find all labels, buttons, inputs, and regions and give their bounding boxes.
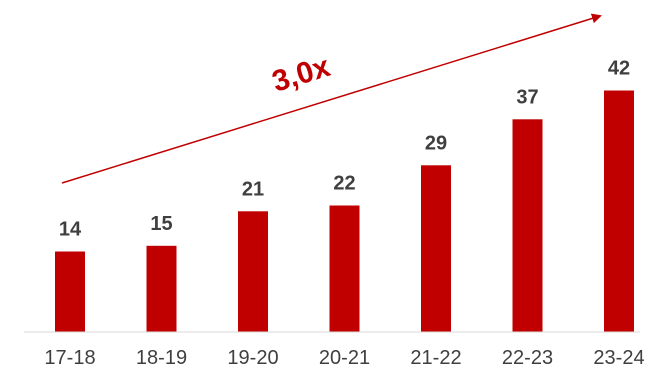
value-label-18-19: 15 <box>150 213 172 235</box>
x-tick-label-20-21: 20-21 <box>319 347 370 369</box>
growth-arrow <box>61 13 602 184</box>
value-label-19-20: 21 <box>242 178 264 200</box>
x-tick-label-23-24: 23-24 <box>593 347 644 369</box>
bar-23-24 <box>604 90 634 332</box>
x-tick-labels-group: 17-18 18-19 19-20 20-21 21-22 22-23 23-24 <box>44 347 644 369</box>
value-label-20-21: 22 <box>333 173 355 195</box>
value-label-23-24: 42 <box>608 58 630 80</box>
bar-21-22 <box>421 165 451 333</box>
value-label-22-23: 37 <box>516 86 538 108</box>
x-tick-label-21-22: 21-22 <box>410 347 461 369</box>
x-tick-label-22-23: 22-23 <box>502 347 553 369</box>
growth-annotation: 3,0x <box>268 50 334 99</box>
value-label-17-18: 14 <box>59 219 82 241</box>
bar-22-23 <box>512 119 543 333</box>
value-label-21-22: 29 <box>425 132 447 154</box>
x-tick-label-18-19: 18-19 <box>136 347 187 369</box>
bar-20-21 <box>329 205 360 332</box>
bar-17-18 <box>55 251 85 332</box>
x-tick-label-19-20: 19-20 <box>227 347 278 369</box>
bar-19-20 <box>238 211 268 333</box>
x-tick-label-17-18: 17-18 <box>44 347 95 369</box>
value-labels-group: 14 15 21 22 29 37 42 <box>59 58 630 241</box>
bar-18-19 <box>146 245 177 333</box>
bars-group <box>55 90 634 333</box>
